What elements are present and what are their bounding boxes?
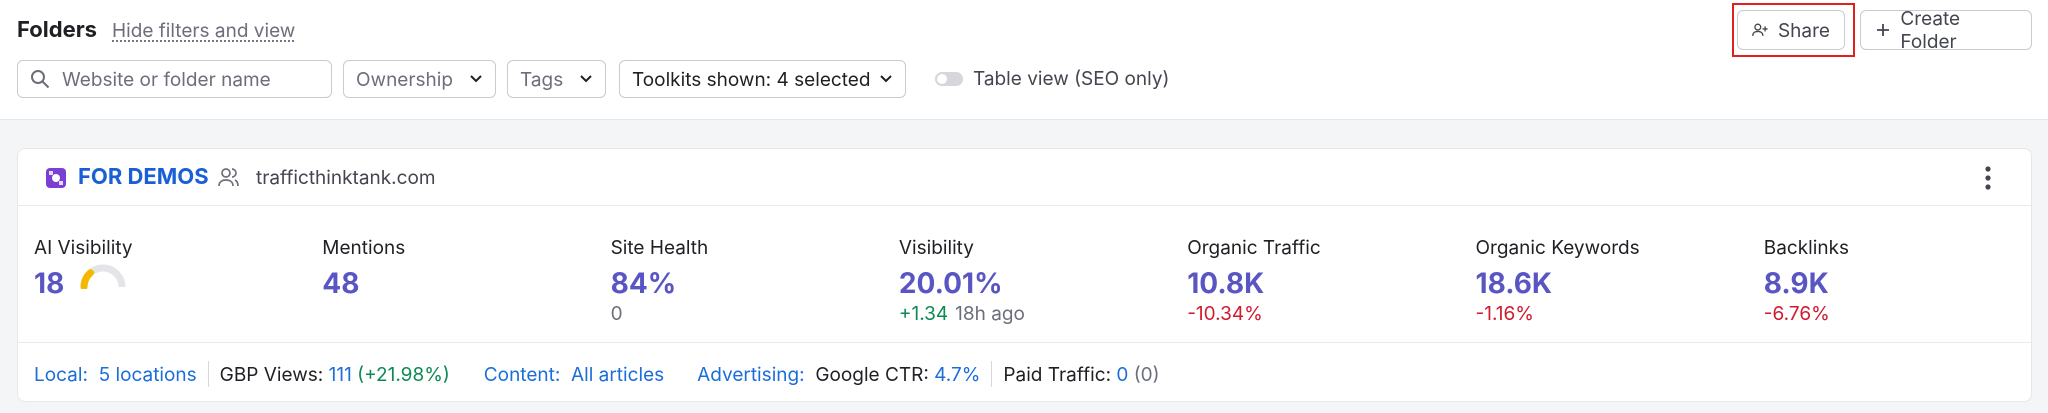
divider <box>18 342 2031 343</box>
chevron <box>880 75 892 83</box>
footer-label: Google CTR: <box>815 362 929 386</box>
footer-label: Advertising: <box>697 362 805 386</box>
footer-link[interactable]: 5 locations <box>98 362 197 386</box>
toolkits-dropdown[interactable]: Toolkits shown: 4 selected <box>619 60 906 98</box>
create-folder-label: Create Folder <box>1900 7 1961 53</box>
metric-change: -10.34% <box>1187 302 1263 325</box>
metric-value: 48 <box>322 266 360 300</box>
chevron <box>470 75 482 83</box>
metric-value: 84% <box>610 266 677 300</box>
divider <box>18 205 2031 206</box>
table-view-label: Table view (SEO only) <box>973 67 1170 90</box>
metric-value: 10.8K <box>1187 266 1265 300</box>
metric-value: 18 <box>34 266 65 300</box>
share-button[interactable]: Share <box>1737 10 1845 50</box>
metric-label: Organic Traffic <box>1187 236 1321 259</box>
chevron <box>580 75 592 83</box>
search-input[interactable]: Website or folder name <box>17 60 332 98</box>
metric-change: -1.16% <box>1475 302 1534 325</box>
metric-label: AI Visibility <box>34 236 133 259</box>
folder-domain[interactable]: trafficthinktank.com <box>256 166 436 189</box>
metric-value: 8.9K <box>1763 266 1829 300</box>
footer-link[interactable]: All articles <box>571 362 665 386</box>
metric-label: Site Health <box>610 236 709 259</box>
share-label: Share <box>1777 18 1830 42</box>
footer-label: Paid Traffic: <box>1003 362 1112 386</box>
share-icon <box>1752 23 1768 36</box>
search-icon <box>31 70 50 89</box>
title: Folders <box>17 17 97 43</box>
tags-dropdown[interactable]: Tags <box>507 60 606 98</box>
shared-icon <box>218 168 239 187</box>
metric-label: Visibility <box>898 236 974 259</box>
toggle[interactable] <box>935 72 963 86</box>
folder-icon <box>46 168 66 188</box>
footer: Local: 5 locations GBP Views: 111 (+21.9… <box>34 361 1160 387</box>
metric-value: 18.6K <box>1475 266 1553 300</box>
folder-name[interactable]: FOR DEMOS <box>78 164 209 190</box>
metric-value: 20.01% <box>898 266 1003 300</box>
footer-label: Content: <box>483 362 561 386</box>
create-folder-button[interactable]: Create Folder <box>1860 7 2032 53</box>
folder-card: FOR DEMOS trafficthinktank.com AI Visibi… <box>17 148 2032 402</box>
metric-time: 18h ago <box>955 302 1025 325</box>
metric-change: -6.76% <box>1763 302 1830 325</box>
toolkits-label: Toolkits shown: 4 selected <box>632 67 871 91</box>
search-placeholder: Website or folder name <box>62 67 271 91</box>
ownership-label: Ownership <box>356 67 454 91</box>
toggle-filters[interactable]: Hide filters and view <box>112 19 296 42</box>
metric-label: Mentions <box>322 236 406 259</box>
metric-sub: 0 <box>610 302 623 325</box>
toolbar: Folders Hide filters and view Share Crea… <box>0 0 2048 120</box>
ownership-dropdown[interactable]: Ownership <box>343 60 496 98</box>
metric-change: +1.34 18h ago <box>899 302 1025 325</box>
tags-label: Tags <box>520 67 564 91</box>
footer-value: 4.7% <box>934 362 981 386</box>
plus-icon <box>1877 24 1889 36</box>
more-menu[interactable] <box>1984 165 1992 191</box>
footer-label: Local: <box>34 362 88 386</box>
metric-label: Backlinks <box>1763 236 1850 259</box>
footer-change: (+21.98%) <box>357 362 450 386</box>
highlight <box>1732 3 1855 57</box>
footer-label: GBP Views: <box>219 362 324 386</box>
gauge <box>80 264 126 289</box>
footer-value: 111 <box>328 362 352 386</box>
footer-change: (0) <box>1133 362 1160 386</box>
footer-value: 0 <box>1116 362 1129 386</box>
metric-label: Organic Keywords <box>1475 236 1640 259</box>
metric-change-text: +1.34 <box>898 302 949 325</box>
